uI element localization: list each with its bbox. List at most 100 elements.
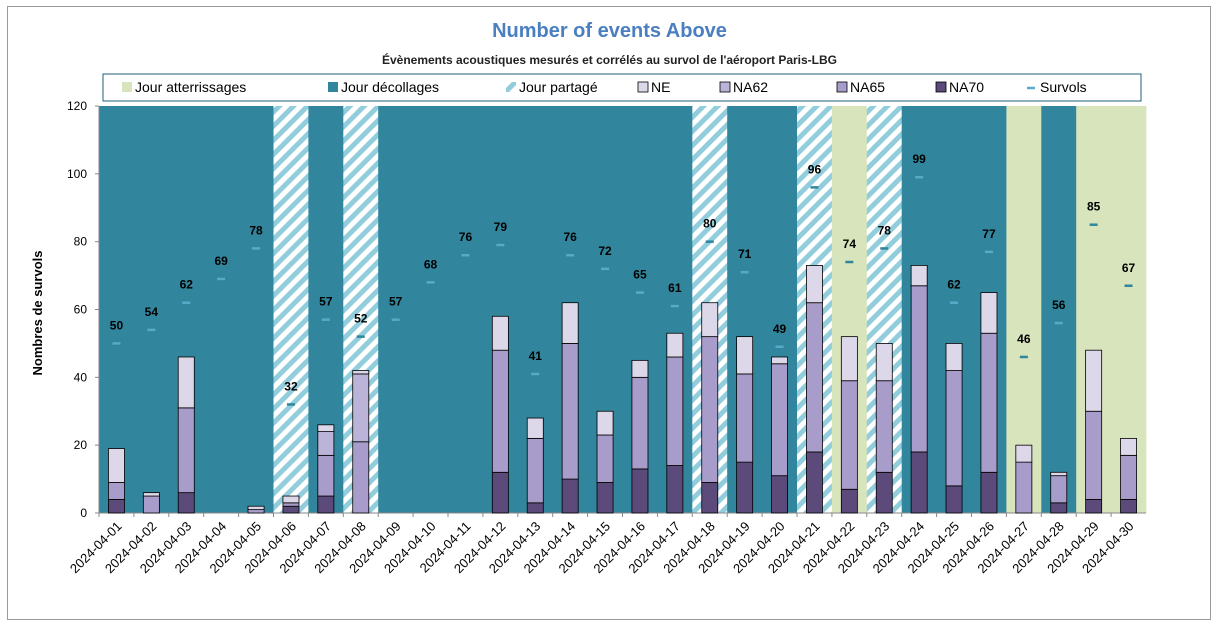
- day-type-backgrounds: [99, 106, 1147, 513]
- bar-na65-2024-04-13: [526, 437, 544, 504]
- y-tick-label: 120: [67, 99, 87, 113]
- bar-na70-2024-04-16: [631, 468, 649, 514]
- legend: Jour atterrissages Jour décollages Jour pa…: [102, 73, 1142, 102]
- bar-na65-2024-04-19: [736, 373, 754, 463]
- bar-na70-2024-04-30: [1120, 499, 1137, 514]
- bar-na70-2024-04-07: [317, 495, 335, 514]
- survols-value-label: 77: [982, 227, 996, 241]
- survols-value-label: 62: [180, 278, 194, 292]
- bar-na65-2024-04-12: [491, 349, 509, 473]
- bar-ne-2024-04-15: [596, 410, 614, 436]
- survols-value-label: 67: [1122, 261, 1136, 275]
- bar-na70-2024-04-24: [910, 451, 928, 514]
- survols-markers: 50 54 62 69 78 32 57 52 57 68 76 79 41 76 72 65 61 80 71 49…: [110, 152, 1136, 406]
- survols-value-label: 32: [284, 379, 298, 393]
- bar-ne-2024-04-24: [910, 265, 928, 287]
- bar-na65-2024-04-15: [596, 434, 614, 483]
- survols-value-label: 78: [249, 223, 263, 237]
- bar-na65-2024-04-29: [1085, 410, 1103, 500]
- bar-ne-2024-04-01: [108, 448, 125, 483]
- survols-value-label: 72: [598, 244, 612, 258]
- bar-na62-2024-04-08: [352, 373, 370, 443]
- legend-swatch: [328, 82, 338, 92]
- bar-ne-2024-04-12: [491, 315, 509, 351]
- survols-value-label: 71: [738, 247, 752, 261]
- legend-swatch: [836, 81, 848, 93]
- bar-na65-2024-04-07: [317, 454, 335, 497]
- bar-ne-2024-04-20: [771, 356, 788, 365]
- bar-ne-2024-04-28: [1050, 471, 1068, 477]
- legend-swatch: [719, 81, 731, 93]
- bar-na70-2024-04-23: [875, 471, 893, 514]
- bar-ne-2024-04-16: [631, 359, 649, 378]
- bar-na70-2024-04-19: [736, 461, 754, 514]
- bar-ne-2024-04-17: [666, 332, 684, 358]
- bar-na65-2024-04-23: [875, 380, 893, 473]
- survols-value-label: 69: [214, 254, 228, 268]
- bar-na65-2024-04-01: [108, 482, 125, 500]
- survols-value-label: 99: [912, 152, 926, 166]
- bar-ne-2024-04-03: [177, 356, 195, 409]
- bar-na70-2024-04-29: [1085, 499, 1103, 514]
- survols-value-label: 79: [494, 220, 508, 234]
- bar-na70-2024-04-01: [108, 499, 125, 514]
- survols-value-label: 56: [1052, 298, 1066, 312]
- legend-swatch: [637, 81, 649, 93]
- y-tick-label: 80: [74, 235, 88, 249]
- bar-ne-2024-04-18: [701, 302, 719, 338]
- y-tick-label: 60: [74, 303, 88, 317]
- bar-na65-2024-04-21: [806, 302, 823, 453]
- survols-value-label: 85: [1087, 200, 1101, 214]
- x-tick-labels: 2024-04-012024-04-022024-04-032024-04-04…: [67, 513, 1137, 576]
- bar-ne-2024-04-07: [317, 424, 335, 433]
- survols-value-label: 62: [947, 278, 961, 292]
- day-background-2024-04-28: [1041, 106, 1077, 513]
- day-background-2024-04-10: [413, 106, 449, 513]
- legend-swatch: [122, 82, 132, 92]
- bar-ne-2024-04-30: [1120, 437, 1137, 456]
- bar-ne-2024-04-27: [1015, 444, 1033, 463]
- bar-na70-2024-04-22: [840, 488, 858, 514]
- legend-label: Jour partagé: [519, 79, 598, 95]
- y-axis-label: Nombres de survols: [30, 251, 45, 376]
- survols-value-label: 46: [1017, 332, 1031, 346]
- legend-label: NA62: [733, 79, 768, 95]
- day-background-2024-04-05: [238, 106, 274, 513]
- survols-value-label: 96: [808, 162, 822, 176]
- legend-label: Survols: [1040, 79, 1087, 95]
- bar-na70-2024-04-21: [806, 451, 823, 514]
- survols-value-label: 41: [529, 349, 543, 363]
- survols-value-label: 65: [633, 268, 647, 282]
- bar-ne-2024-04-21: [806, 265, 823, 304]
- day-background-2024-04-01: [99, 106, 135, 513]
- bar-na65-2024-04-06: [282, 502, 300, 507]
- bar-na70-2024-04-03: [177, 492, 195, 514]
- bar-na70-2024-04-18: [701, 482, 719, 514]
- day-background-2024-04-09: [378, 106, 414, 513]
- bar-ne-2024-04-06: [282, 495, 300, 504]
- bar-ne-2024-04-08: [352, 370, 370, 375]
- survols-value-label: 50: [110, 318, 124, 332]
- survols-value-label: 68: [424, 257, 438, 271]
- bar-na62-2024-04-07: [317, 431, 335, 456]
- bar-na70-2024-04-26: [980, 471, 998, 514]
- legend-label: NA70: [949, 79, 984, 95]
- survols-value-label: 57: [319, 295, 333, 309]
- bar-na65-2024-04-03: [177, 407, 195, 494]
- survols-value-label: 61: [668, 281, 682, 295]
- bar-na65-2024-04-16: [631, 376, 649, 470]
- legend-swatch: [935, 81, 947, 93]
- y-tick-label: 40: [74, 370, 88, 384]
- legend-label: NE: [651, 79, 670, 95]
- survols-value-label: 52: [354, 312, 368, 326]
- survols-value-label: 80: [703, 217, 717, 231]
- legend-label: NA65: [850, 79, 885, 95]
- bar-na70-2024-04-15: [596, 482, 614, 514]
- bar-ne-2024-04-13: [526, 417, 544, 439]
- bar-ne-2024-04-05: [247, 505, 265, 511]
- bar-na65-2024-04-14: [561, 343, 579, 480]
- survols-value-label: 76: [563, 230, 577, 244]
- bar-na65-2024-04-05: [247, 509, 265, 514]
- bar-ne-2024-04-14: [561, 302, 579, 344]
- bar-na70-2024-04-12: [491, 471, 509, 514]
